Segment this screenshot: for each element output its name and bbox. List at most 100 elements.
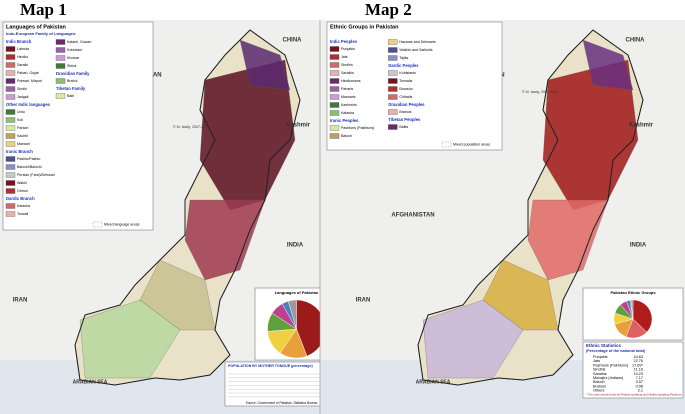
legend-swatch <box>55 39 66 45</box>
legend-item: Baltis <box>399 125 408 129</box>
legend-swatch <box>5 78 16 84</box>
map-heading: Map 2 <box>365 0 412 19</box>
legend-swatch <box>388 78 398 84</box>
legend-swatch <box>55 47 66 53</box>
stats-name: Punjabis <box>593 355 608 359</box>
legend-swatch <box>5 54 16 60</box>
table-box <box>224 361 339 407</box>
pie-title: Pakistan Ethnic Groups <box>610 290 656 295</box>
stats-title: Ethnic Statistics <box>586 343 622 348</box>
legend-item: Kalami, Gowari <box>67 40 92 44</box>
legend-swatch <box>388 55 398 61</box>
legend-swatch <box>55 55 66 61</box>
pakistan-map <box>417 29 644 386</box>
legend-swatch <box>329 70 340 76</box>
table-title: POPULATION BY MOTHER TONGUE (percentage) <box>228 364 313 368</box>
legend-swatch <box>55 63 66 69</box>
legend-item: Mixed language areas <box>104 222 140 226</box>
legend-item: Shina <box>67 64 76 68</box>
region <box>79 299 181 379</box>
place-label: ARABIAN SEA <box>73 379 108 385</box>
legend-item: Tajiks <box>399 56 408 60</box>
stats-value: 17.69* <box>632 363 644 367</box>
legend-group: Indic Peoples <box>330 39 358 44</box>
stats-name: Sindhis <box>593 368 606 372</box>
legend-item: Hindko <box>17 55 28 59</box>
legend-item: Chitralis <box>399 95 412 99</box>
legend-swatch <box>92 221 103 228</box>
legend-swatch <box>388 109 398 115</box>
legend-group: Other Indic languages <box>6 102 51 107</box>
legend-item: Punjabis <box>341 47 355 51</box>
region <box>582 39 634 91</box>
legend-item: Persian (Farsi)/Dehwari <box>17 173 55 177</box>
stats-value: 11.16 <box>634 368 643 372</box>
legend-group: Dardic Branch <box>6 196 35 201</box>
legend-swatch <box>5 156 16 162</box>
legend-item: Hindkowans <box>341 79 361 83</box>
map-credit: © M. Izady, 2007-2014 <box>173 125 209 129</box>
legend-swatch <box>5 180 16 186</box>
legend-box <box>326 21 503 151</box>
pie-slice <box>630 299 634 320</box>
region <box>239 39 291 91</box>
legend-item: Khowar <box>67 56 80 60</box>
legend-item: Kohistanis <box>399 71 416 75</box>
legend-item: Balochi/Baluchi <box>17 165 42 169</box>
legend-group: Dravidian Peoples <box>388 102 425 107</box>
legend-swatch <box>388 70 398 76</box>
legend-item: Torwalis <box>399 79 412 83</box>
place-label: Kashmir <box>286 123 311 129</box>
legend-swatch <box>5 211 16 217</box>
legend-item: Wakhi <box>17 181 27 185</box>
legend-group: Dardic Peoples <box>388 63 419 68</box>
legend-swatch <box>5 117 16 123</box>
legend-swatch <box>5 46 16 52</box>
legend-item: Marwari <box>17 142 30 146</box>
legend-item: Lahnda <box>17 47 29 51</box>
region <box>139 259 216 331</box>
pie-title: Languages of Pakistan <box>275 290 319 295</box>
legend-item: Pahari, Gujari <box>17 71 39 75</box>
legend-swatch <box>329 102 340 108</box>
legend-item: Urdu <box>17 110 25 114</box>
legend-item: Paharis <box>341 87 353 91</box>
place-label: INDIA <box>630 243 647 249</box>
legend-swatch <box>329 86 340 92</box>
country-border <box>74 29 301 386</box>
place-label: CHINA <box>283 38 303 44</box>
legend-swatch <box>329 125 340 131</box>
legend-swatch <box>5 70 16 76</box>
legend-swatch <box>5 125 16 131</box>
legend-swatch <box>329 46 340 52</box>
legend-swatch <box>55 93 66 99</box>
legend-swatch <box>5 172 16 178</box>
legend-swatch <box>5 141 16 147</box>
legend-item: Ormuri <box>17 189 28 193</box>
legend-item: Kalasha <box>17 204 30 208</box>
pakistan-map <box>74 29 301 386</box>
place-label: ARABIAN SEA <box>416 379 451 385</box>
legend-swatch <box>5 188 16 194</box>
legend-swatch <box>329 94 340 100</box>
legend-item: Parkari <box>17 126 29 130</box>
legend-item: Kohistani <box>67 48 82 52</box>
stats-subtitle: (Percentage of the national total) <box>586 349 646 353</box>
legend-item: Torwali <box>17 212 28 216</box>
legend-item: Burusho <box>399 87 412 91</box>
region <box>527 199 609 281</box>
legend-swatch <box>388 124 398 130</box>
legend-item: Baloch <box>341 134 352 138</box>
place-label: INDIA <box>287 243 304 249</box>
stats-name: Baloch <box>593 380 605 384</box>
place-label: CHINA <box>626 38 646 44</box>
legend-item: Jats <box>341 55 348 59</box>
legend-box <box>2 21 154 231</box>
legend-swatch <box>5 94 16 100</box>
legend-item: Jadgali <box>17 95 29 99</box>
map-credit: © M. Izady, 2007-2014 <box>522 90 558 94</box>
legend-swatch <box>5 133 16 139</box>
legend-swatch <box>5 62 16 68</box>
table-source: Source: Government of Pakistan, Statisti… <box>246 401 318 405</box>
